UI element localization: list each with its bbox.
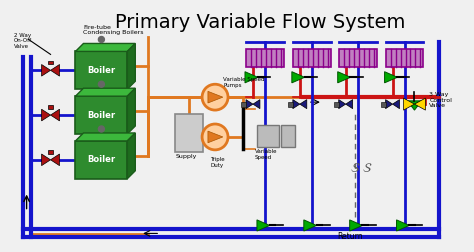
Circle shape	[202, 124, 228, 150]
FancyBboxPatch shape	[381, 102, 385, 107]
Polygon shape	[414, 98, 426, 110]
Polygon shape	[42, 65, 51, 76]
Circle shape	[99, 126, 104, 132]
Circle shape	[99, 81, 104, 87]
Polygon shape	[337, 72, 350, 83]
Text: Boiler: Boiler	[87, 66, 116, 75]
Polygon shape	[208, 91, 223, 103]
FancyBboxPatch shape	[75, 96, 128, 134]
Polygon shape	[75, 133, 135, 141]
FancyBboxPatch shape	[175, 114, 203, 152]
Text: $\mathcal{S}$: $\mathcal{S}$	[350, 162, 360, 175]
FancyBboxPatch shape	[281, 125, 295, 147]
FancyBboxPatch shape	[334, 102, 339, 107]
Polygon shape	[292, 72, 305, 83]
Polygon shape	[346, 100, 353, 109]
Text: Triple
Duty: Triple Duty	[210, 157, 225, 168]
Text: Return: Return	[337, 232, 363, 241]
Text: Fire-tube
Condensing Boilers: Fire-tube Condensing Boilers	[83, 24, 144, 35]
Polygon shape	[350, 220, 363, 231]
Text: Boiler: Boiler	[87, 155, 116, 164]
Polygon shape	[128, 133, 135, 179]
FancyBboxPatch shape	[246, 49, 284, 67]
Text: $\mathcal{S}$: $\mathcal{S}$	[362, 162, 372, 175]
Polygon shape	[75, 43, 135, 51]
Polygon shape	[51, 109, 60, 121]
Polygon shape	[253, 100, 260, 109]
Text: Variable
Speed: Variable Speed	[255, 149, 277, 160]
Polygon shape	[304, 220, 317, 231]
Polygon shape	[245, 72, 258, 83]
Text: Boiler: Boiler	[87, 111, 116, 119]
Text: Primary Variable Flow System: Primary Variable Flow System	[115, 13, 405, 32]
Polygon shape	[51, 65, 60, 76]
Polygon shape	[42, 109, 51, 121]
FancyBboxPatch shape	[339, 49, 376, 67]
Polygon shape	[392, 100, 400, 109]
Polygon shape	[75, 88, 135, 96]
FancyBboxPatch shape	[385, 49, 423, 67]
FancyBboxPatch shape	[293, 49, 331, 67]
FancyBboxPatch shape	[288, 102, 293, 107]
Text: Variable Speed
Pumps: Variable Speed Pumps	[223, 77, 264, 88]
Text: 2 Way
On-Off
Valve: 2 Way On-Off Valve	[14, 33, 32, 49]
FancyBboxPatch shape	[257, 125, 279, 147]
Polygon shape	[385, 100, 392, 109]
FancyBboxPatch shape	[75, 51, 128, 89]
Polygon shape	[339, 100, 346, 109]
Polygon shape	[397, 220, 409, 231]
Circle shape	[202, 84, 228, 110]
Polygon shape	[300, 100, 307, 109]
Polygon shape	[293, 100, 300, 109]
Polygon shape	[51, 154, 60, 166]
FancyBboxPatch shape	[48, 105, 53, 109]
Text: Supply: Supply	[175, 154, 197, 159]
Polygon shape	[128, 43, 135, 89]
Polygon shape	[208, 131, 223, 143]
Polygon shape	[407, 101, 421, 110]
FancyBboxPatch shape	[48, 150, 53, 154]
FancyBboxPatch shape	[241, 102, 246, 107]
Polygon shape	[384, 72, 397, 83]
Circle shape	[99, 37, 104, 43]
Polygon shape	[403, 98, 414, 110]
FancyBboxPatch shape	[75, 141, 128, 179]
Polygon shape	[128, 88, 135, 134]
FancyBboxPatch shape	[48, 60, 53, 65]
Text: 3 Way
Control
Valve: 3 Way Control Valve	[429, 92, 452, 108]
Polygon shape	[246, 100, 253, 109]
Polygon shape	[42, 154, 51, 166]
Polygon shape	[257, 220, 270, 231]
